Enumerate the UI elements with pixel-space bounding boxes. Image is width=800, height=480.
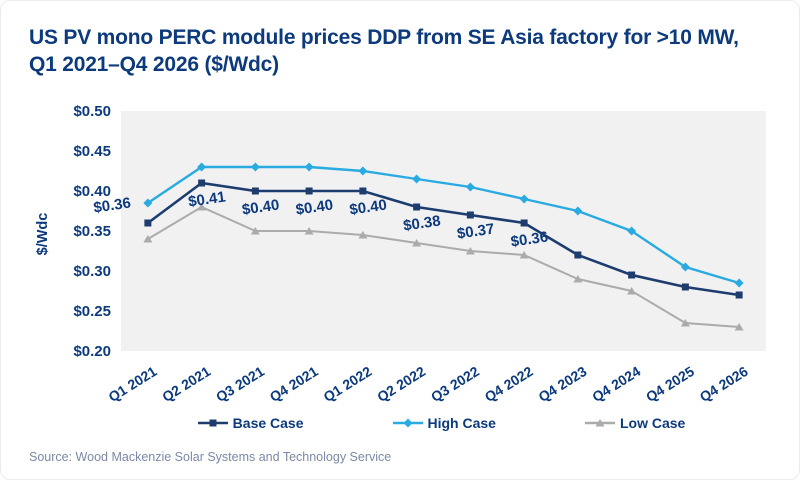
base-case-point xyxy=(520,219,528,227)
base-case-marker-icon xyxy=(197,419,228,427)
base-case-point xyxy=(735,291,743,299)
low-case-point xyxy=(197,203,207,211)
low-case-point xyxy=(358,231,368,239)
low-case-point xyxy=(519,251,529,259)
base-case-point xyxy=(628,271,636,279)
base-case-point xyxy=(198,179,206,187)
data-label: $0.37 xyxy=(456,221,496,243)
low-case-point xyxy=(734,323,744,331)
low-case-series xyxy=(143,203,744,331)
data-label: $0.40 xyxy=(295,197,335,219)
low-case-point xyxy=(680,319,690,327)
y-tick-label: $0.45 xyxy=(73,143,111,160)
high-case-point xyxy=(519,194,529,204)
base-case-point xyxy=(144,219,152,227)
low-case-point xyxy=(627,287,637,295)
low-case-point xyxy=(250,227,260,235)
base-case-point xyxy=(251,187,259,195)
high-case-series xyxy=(143,162,744,288)
base-case-point xyxy=(413,203,421,211)
high-case-point xyxy=(412,174,422,184)
price-line-chart: $0.50 $0.45 $0.40 $0.35 $0.30 $0.25 $0.20 $/Wdc… xyxy=(35,103,766,405)
base-case-series xyxy=(144,179,743,299)
x-tick-label: Q4 2025 xyxy=(643,363,697,405)
base-case-line xyxy=(147,181,740,297)
legend-label-high-case: High Case xyxy=(427,415,496,431)
legend-label-base-case: Base Case xyxy=(232,415,304,431)
x-tick-label: Q1 2021 xyxy=(105,363,159,405)
source-note: Source: Wood Mackenzie Solar Systems and… xyxy=(29,450,392,464)
low-case-point xyxy=(143,235,153,243)
legend-marker-shape xyxy=(209,419,217,427)
low-case-point xyxy=(412,239,422,247)
data-label: $0.36 xyxy=(510,229,550,251)
x-tick-label: Q4 2022 xyxy=(482,363,536,405)
y-tick-label: $0.40 xyxy=(73,183,111,200)
y-tick-label: $0.30 xyxy=(73,263,111,280)
high-case-point xyxy=(197,162,207,172)
low-case-marker-icon xyxy=(584,419,615,427)
chart-legend: Base Case High Case Low Case xyxy=(41,415,800,431)
y-tick-label: $0.20 xyxy=(73,343,111,360)
x-tick-label: Q3 2021 xyxy=(213,363,267,405)
x-tick-label: Q2 2022 xyxy=(374,363,428,405)
high-case-point xyxy=(734,278,744,288)
high-case-point xyxy=(465,182,475,192)
base-case-point xyxy=(681,283,689,291)
base-case-point xyxy=(574,251,582,259)
base-case-point xyxy=(466,211,474,219)
legend-label-low-case: Low Case xyxy=(619,415,686,431)
low-case-point xyxy=(304,227,314,235)
base-case-point xyxy=(305,187,313,195)
x-tick-label: Q4 2026 xyxy=(697,363,751,405)
y-tick-label: $0.50 xyxy=(73,103,111,120)
legend-marker-shape xyxy=(403,418,412,428)
x-tick-label: Q3 2022 xyxy=(428,363,482,405)
base-case-point xyxy=(359,187,367,195)
high-case-point xyxy=(573,206,583,216)
legend-item-base-case[interactable]: Base Case xyxy=(197,415,304,431)
x-tick-label: Q2 2021 xyxy=(159,363,213,405)
data-label: $0.41 xyxy=(187,189,227,211)
data-label: $0.38 xyxy=(402,213,442,235)
y-axis-title: $/Wdc xyxy=(35,213,51,256)
high-case-marker-icon xyxy=(392,418,423,428)
x-tick-label: Q1 2022 xyxy=(320,363,374,405)
high-case-point xyxy=(143,198,153,208)
high-case-point xyxy=(358,166,368,176)
x-tick-label: Q4 2023 xyxy=(535,363,589,405)
legend-item-low-case[interactable]: Low Case xyxy=(584,415,685,431)
data-label: $0.36 xyxy=(92,195,132,217)
high-case-point xyxy=(304,162,314,172)
legend-item-high-case[interactable]: High Case xyxy=(392,415,496,431)
low-case-point xyxy=(573,275,583,283)
chart-title: US PV mono PERC module prices DDP from S… xyxy=(29,26,739,76)
high-case-point xyxy=(250,162,260,172)
high-case-line xyxy=(147,165,740,285)
legend-marker-shape xyxy=(595,419,605,427)
high-case-point xyxy=(680,262,690,272)
x-tick-label: Q4 2021 xyxy=(267,363,321,405)
x-tick-label: Q4 2024 xyxy=(589,363,643,405)
data-label: $0.40 xyxy=(348,197,388,219)
high-case-point xyxy=(627,226,637,236)
plot-background xyxy=(121,111,766,351)
y-tick-label: $0.35 xyxy=(73,223,111,240)
low-case-point xyxy=(465,247,475,255)
y-tick-label: $0.25 xyxy=(73,303,111,320)
chart-plot-region: $0.50 $0.45 $0.40 $0.35 $0.30 $0.25 $0.20 $/Wdc… xyxy=(1,96,800,416)
data-label: $0.40 xyxy=(241,197,281,219)
low-case-line xyxy=(147,205,740,328)
